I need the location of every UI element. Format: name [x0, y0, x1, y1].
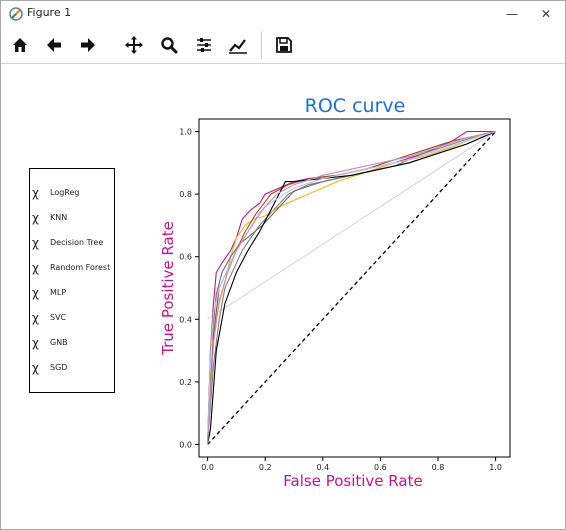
roc-series-line [207, 130, 496, 445]
chart-title: ROC curve [305, 95, 406, 117]
legend-box: χ LogReg χ KNN χ Decision Tree χ Random … [29, 168, 115, 393]
legend-item: χ LogReg [30, 186, 114, 201]
zoom-button[interactable] [156, 33, 182, 57]
home-icon [13, 38, 27, 52]
close-button[interactable]: ✕ [540, 7, 552, 21]
y-tick-label: 0.6 [179, 253, 192, 262]
axis-ticks: 0.0 0.2 0.4 0.6 0.8 1.0 0.0 0.2 0.4 0.6 0.8 1.0 [179, 128, 502, 472]
pan-icon [125, 36, 143, 54]
edit-axis-icon [229, 39, 247, 54]
legend-marker: χ [32, 236, 39, 250]
navigation-toolbar [1, 27, 565, 64]
roc-series-line [207, 130, 496, 445]
y-tick-label: 0.4 [179, 315, 192, 324]
legend-marker: χ [32, 261, 39, 275]
legend-item: χ Random Forest [30, 261, 114, 276]
y-tick-label: 0.8 [179, 190, 192, 199]
y-axis-label: True Positive Rate [159, 221, 177, 356]
plot-frame [198, 118, 511, 458]
legend-marker: χ [32, 361, 39, 375]
legend-label: Decision Tree [50, 238, 104, 247]
back-button[interactable] [41, 33, 67, 57]
legend-marker: χ [32, 311, 39, 325]
legend-label: Random Forest [50, 263, 111, 272]
legend-marker: χ [32, 211, 39, 225]
pan-button[interactable] [121, 33, 147, 57]
roc-series-line [207, 130, 496, 445]
y-tick-label: 1.0 [179, 128, 192, 137]
back-arrow-icon [47, 38, 61, 52]
app-icon [9, 7, 23, 21]
x-tick-label: 1.0 [489, 463, 502, 472]
roc-series-line [207, 130, 496, 445]
legend-item: χ MLP [30, 286, 114, 301]
edit-axis-button[interactable] [225, 33, 251, 57]
home-button[interactable] [7, 33, 33, 57]
y-tick-label: 0.0 [179, 440, 192, 449]
legend-item: χ Decision Tree [30, 236, 114, 251]
x-tick-label: 0.4 [316, 463, 329, 472]
y-tick-label: 0.2 [179, 378, 192, 387]
forward-button[interactable] [75, 33, 101, 57]
roc-series-line [207, 130, 496, 445]
chance-diagonal-line [207, 131, 497, 445]
x-tick-label: 0.0 [201, 463, 214, 472]
legend-item: χ KNN [30, 211, 114, 226]
save-icon [276, 37, 292, 53]
legend-item: χ SGD [30, 361, 114, 376]
x-axis-label: False Positive Rate [283, 472, 422, 490]
reference-line [207, 131, 496, 320]
save-button[interactable] [271, 33, 297, 57]
minimize-button[interactable]: — [506, 7, 518, 21]
toolbar-separator [261, 31, 262, 59]
x-tick-label: 0.6 [374, 463, 387, 472]
legend-marker: χ [32, 336, 39, 350]
legend-label: SGD [50, 363, 68, 372]
configure-subplots-button[interactable] [191, 33, 217, 57]
legend-label: SVC [50, 313, 67, 322]
forward-arrow-icon [81, 38, 95, 52]
legend-marker: χ [32, 286, 39, 300]
legend-item: χ GNB [30, 336, 114, 351]
legend-label: MLP [50, 288, 67, 297]
legend-label: LogReg [50, 188, 80, 197]
plot-lines [207, 130, 497, 445]
configure-subplots-icon [197, 38, 211, 52]
legend-label: GNB [50, 338, 68, 347]
legend-label: KNN [50, 213, 68, 222]
legend-marker: χ [32, 186, 39, 200]
zoom-icon [161, 37, 178, 54]
roc-series-line [207, 130, 496, 445]
legend-item: χ SVC [30, 311, 114, 326]
window-title: Figure 1 [27, 6, 72, 19]
x-tick-label: 0.2 [259, 463, 272, 472]
x-tick-label: 0.8 [432, 463, 445, 472]
title-bar: Figure 1 — ✕ [1, 1, 565, 27]
